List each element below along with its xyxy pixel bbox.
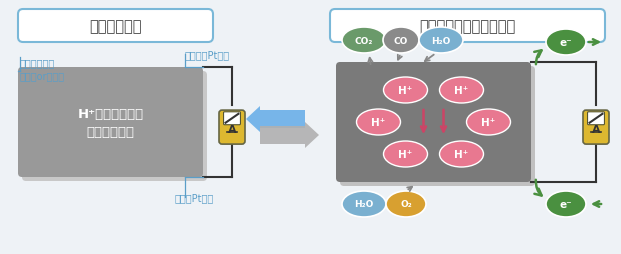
Text: A: A [592, 125, 601, 135]
FancyBboxPatch shape [219, 111, 245, 145]
FancyBboxPatch shape [18, 10, 213, 43]
Text: H⁺: H⁺ [399, 149, 412, 159]
Text: 一酸化炭素が存在すると: 一酸化炭素が存在すると [419, 19, 515, 34]
Text: e⁻: e⁻ [560, 199, 573, 209]
Text: H⁺: H⁺ [399, 86, 412, 96]
Ellipse shape [384, 141, 427, 167]
FancyArrow shape [246, 107, 305, 133]
Ellipse shape [386, 191, 426, 217]
Ellipse shape [546, 30, 586, 56]
Ellipse shape [356, 109, 401, 135]
Text: e⁻: e⁻ [560, 38, 573, 48]
Ellipse shape [342, 191, 386, 217]
Ellipse shape [383, 28, 419, 54]
FancyBboxPatch shape [330, 10, 605, 43]
Text: A: A [228, 125, 237, 135]
Ellipse shape [419, 28, 463, 54]
FancyArrow shape [260, 122, 319, 148]
FancyBboxPatch shape [224, 112, 240, 125]
Text: H₂O: H₂O [355, 200, 374, 209]
Text: H⁺: H⁺ [371, 118, 386, 128]
Text: 出来る伝導体: 出来る伝導体 [86, 126, 135, 139]
FancyBboxPatch shape [583, 111, 609, 145]
Text: H⁺を通すことが: H⁺を通すことが [78, 108, 143, 121]
Text: 探知機（Pt系）: 探知機（Pt系） [185, 50, 230, 60]
Text: H₂O: H₂O [432, 36, 451, 45]
Ellipse shape [342, 28, 386, 54]
FancyBboxPatch shape [587, 112, 604, 125]
Ellipse shape [384, 78, 427, 104]
Ellipse shape [466, 109, 510, 135]
Text: H⁺: H⁺ [455, 149, 469, 159]
FancyBboxPatch shape [22, 72, 207, 181]
FancyBboxPatch shape [340, 67, 535, 186]
Text: 対極（Pt系）: 対極（Pt系） [175, 192, 214, 202]
Text: H⁺: H⁺ [455, 86, 469, 96]
Text: CO: CO [394, 36, 408, 45]
Ellipse shape [440, 78, 484, 104]
Text: きれいな空気: きれいな空気 [89, 19, 142, 34]
Text: H⁺: H⁺ [481, 118, 496, 128]
Text: イオン伝導体
（固相or液相）: イオン伝導体 （固相or液相） [20, 58, 65, 81]
Ellipse shape [546, 191, 586, 217]
FancyBboxPatch shape [18, 68, 203, 177]
FancyBboxPatch shape [336, 63, 531, 182]
Ellipse shape [440, 141, 484, 167]
Text: O₂: O₂ [400, 200, 412, 209]
Text: CO₂: CO₂ [355, 36, 373, 45]
